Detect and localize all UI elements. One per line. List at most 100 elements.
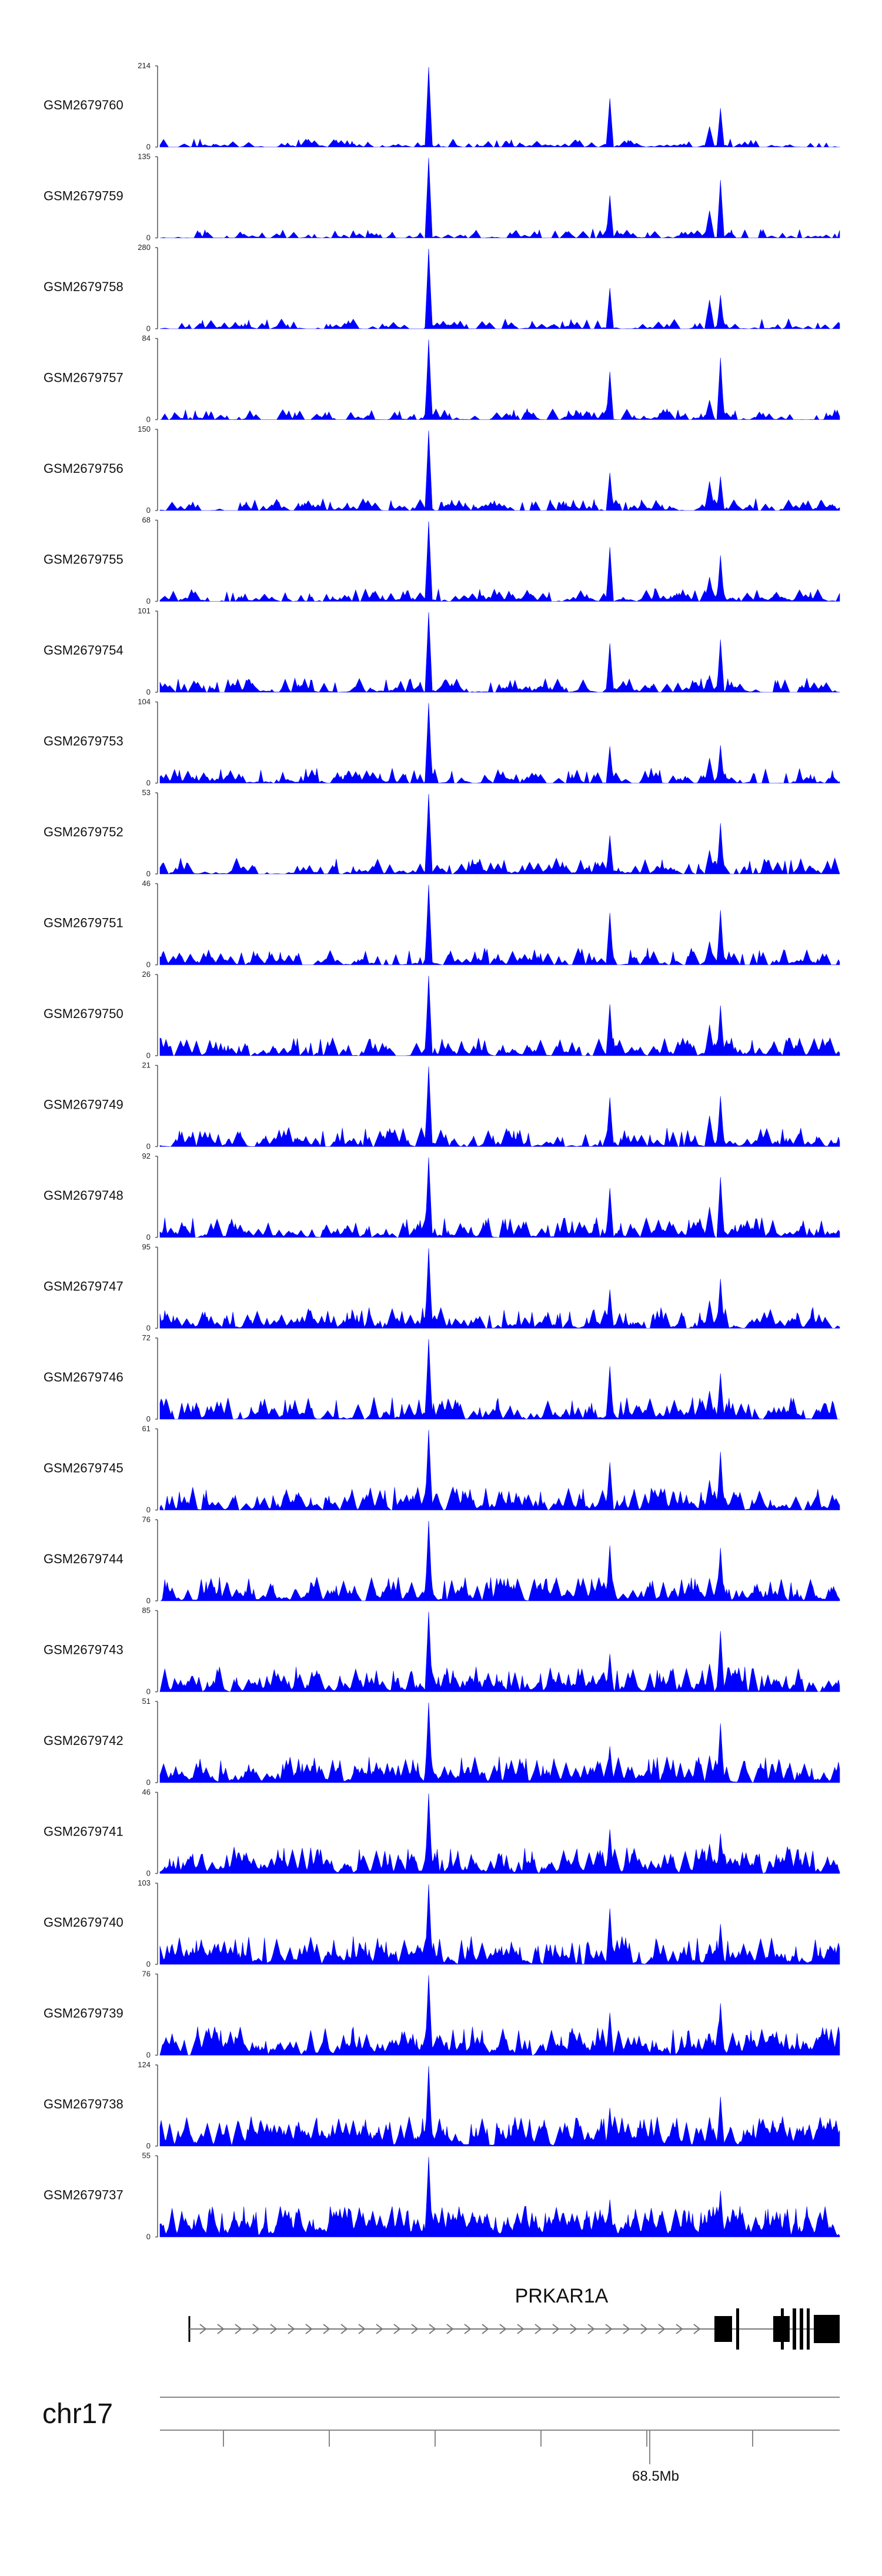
y-min-label: 0 bbox=[146, 324, 151, 333]
strand-arrow bbox=[235, 2324, 242, 2334]
coverage-track: GSM2679746 72 0 bbox=[44, 1333, 840, 1423]
y-max-label: 92 bbox=[142, 1152, 151, 1160]
strand-arrow bbox=[640, 2324, 648, 2334]
y-max-label: 95 bbox=[142, 1243, 151, 1252]
coverage-track: GSM2679754 101 0 bbox=[44, 606, 840, 696]
coverage-area bbox=[159, 430, 840, 511]
strand-arrow bbox=[305, 2324, 313, 2334]
gene-model bbox=[188, 2308, 840, 2350]
y-min-label: 0 bbox=[146, 688, 151, 696]
track-label: GSM2679743 bbox=[44, 1643, 123, 1657]
coverage-area bbox=[159, 1884, 840, 1965]
exon-block bbox=[814, 2315, 840, 2343]
coverage-track: GSM2679750 26 0 bbox=[44, 970, 840, 1060]
y-max-label: 26 bbox=[142, 970, 151, 979]
chromosome-axis: chr17 68.5Mb bbox=[42, 2397, 840, 2484]
y-max-label: 46 bbox=[142, 1788, 151, 1797]
y-min-label: 0 bbox=[146, 2141, 151, 2150]
coverage-track: GSM2679745 61 0 bbox=[44, 1424, 840, 1514]
coverage-area bbox=[159, 1611, 840, 1693]
exon-block bbox=[807, 2308, 810, 2350]
y-min-label: 0 bbox=[146, 2233, 151, 2241]
y-max-label: 150 bbox=[138, 425, 151, 433]
y-min-label: 0 bbox=[146, 1414, 151, 1423]
y-max-label: 104 bbox=[138, 698, 151, 706]
coverage-track: GSM2679749 21 0 bbox=[44, 1061, 840, 1151]
coverage-track: GSM2679742 51 0 bbox=[44, 1697, 840, 1787]
y-max-label: 85 bbox=[142, 1606, 151, 1615]
coverage-track: GSM2679741 46 0 bbox=[44, 1788, 840, 1878]
y-min-label: 0 bbox=[146, 1324, 151, 1333]
y-min-label: 0 bbox=[146, 233, 151, 242]
y-max-label: 46 bbox=[142, 879, 151, 888]
strand-arrow bbox=[199, 2324, 207, 2334]
strand-arrow bbox=[252, 2324, 260, 2334]
track-label: GSM2679754 bbox=[44, 643, 123, 658]
exon-block bbox=[800, 2308, 803, 2350]
coverage-track: GSM2679757 84 0 bbox=[44, 334, 840, 424]
x-tick-label: 68.5Mb bbox=[632, 2468, 679, 2484]
y-max-label: 84 bbox=[142, 334, 151, 343]
track-label: GSM2679755 bbox=[44, 552, 123, 567]
chromosome-label: chr17 bbox=[42, 2398, 113, 2430]
coverage-track: GSM2679748 92 0 bbox=[44, 1152, 840, 1242]
exon-block bbox=[714, 2316, 732, 2342]
coverage-track: GSM2679758 280 0 bbox=[44, 243, 840, 333]
y-min-label: 0 bbox=[146, 779, 151, 788]
y-max-label: 55 bbox=[142, 2151, 151, 2160]
coverage-track: GSM2679744 76 0 bbox=[44, 1515, 840, 1605]
strand-arrow bbox=[693, 2324, 701, 2334]
coverage-area bbox=[159, 793, 840, 875]
track-label: GSM2679744 bbox=[44, 1551, 123, 1566]
y-max-label: 124 bbox=[138, 2060, 151, 2069]
coverage-area bbox=[159, 703, 840, 784]
coverage-area bbox=[159, 975, 840, 1056]
y-max-label: 21 bbox=[142, 1061, 151, 1070]
strand-arrow bbox=[358, 2324, 366, 2334]
strand-arrow bbox=[446, 2324, 454, 2334]
coverage-area bbox=[160, 339, 840, 421]
coverage-track: GSM2679752 53 0 bbox=[44, 788, 840, 878]
gene-track: PRKAR1A bbox=[188, 2285, 840, 2350]
coverage-track: GSM2679759 135 0 bbox=[44, 152, 840, 242]
strand-arrow bbox=[552, 2324, 560, 2334]
y-max-label: 51 bbox=[142, 1697, 151, 1706]
y-min-label: 0 bbox=[146, 1960, 151, 1968]
strand-arrow bbox=[323, 2324, 330, 2334]
strand-arrow bbox=[658, 2324, 666, 2334]
y-min-label: 0 bbox=[146, 1142, 151, 1151]
strand-arrow bbox=[217, 2324, 225, 2334]
track-label: GSM2679758 bbox=[44, 279, 123, 294]
track-label: GSM2679752 bbox=[44, 825, 123, 839]
coverage-track: GSM2679740 103 0 bbox=[44, 1878, 840, 1968]
coverage-area bbox=[159, 1248, 840, 1329]
gene-label: PRKAR1A bbox=[515, 2285, 609, 2307]
coverage-tracks: GSM2679760 214 0 GSM2679759 135 0 GSM2679758 28… bbox=[44, 61, 840, 2241]
coverage-track: GSM2679755 68 0 bbox=[44, 516, 840, 606]
strand-arrow bbox=[411, 2324, 419, 2334]
coverage-track: GSM2679738 124 0 bbox=[44, 2060, 840, 2150]
strand-arrow bbox=[429, 2324, 436, 2334]
strand-arrow bbox=[270, 2324, 278, 2334]
coverage-track: GSM2679743 85 0 bbox=[44, 1606, 840, 1696]
y-min-label: 0 bbox=[146, 1506, 151, 1514]
exon-block bbox=[781, 2308, 784, 2350]
track-label: GSM2679750 bbox=[44, 1006, 123, 1021]
axis-ticks bbox=[223, 2430, 753, 2464]
y-min-label: 0 bbox=[146, 1869, 151, 1878]
y-max-label: 61 bbox=[142, 1424, 151, 1433]
coverage-area bbox=[159, 248, 840, 329]
coverage-area bbox=[159, 612, 840, 693]
coverage-area bbox=[159, 2066, 840, 2147]
track-label: GSM2679747 bbox=[44, 1279, 123, 1294]
track-label: GSM2679760 bbox=[44, 98, 123, 112]
strand-arrow bbox=[676, 2324, 683, 2334]
coverage-track: GSM2679760 214 0 bbox=[44, 61, 840, 151]
y-max-label: 101 bbox=[138, 606, 151, 615]
y-min-label: 0 bbox=[146, 2051, 151, 2060]
strand-arrow bbox=[482, 2324, 489, 2334]
y-max-label: 103 bbox=[138, 1878, 151, 1887]
y-min-label: 0 bbox=[146, 1596, 151, 1605]
y-max-label: 76 bbox=[142, 1970, 151, 1978]
